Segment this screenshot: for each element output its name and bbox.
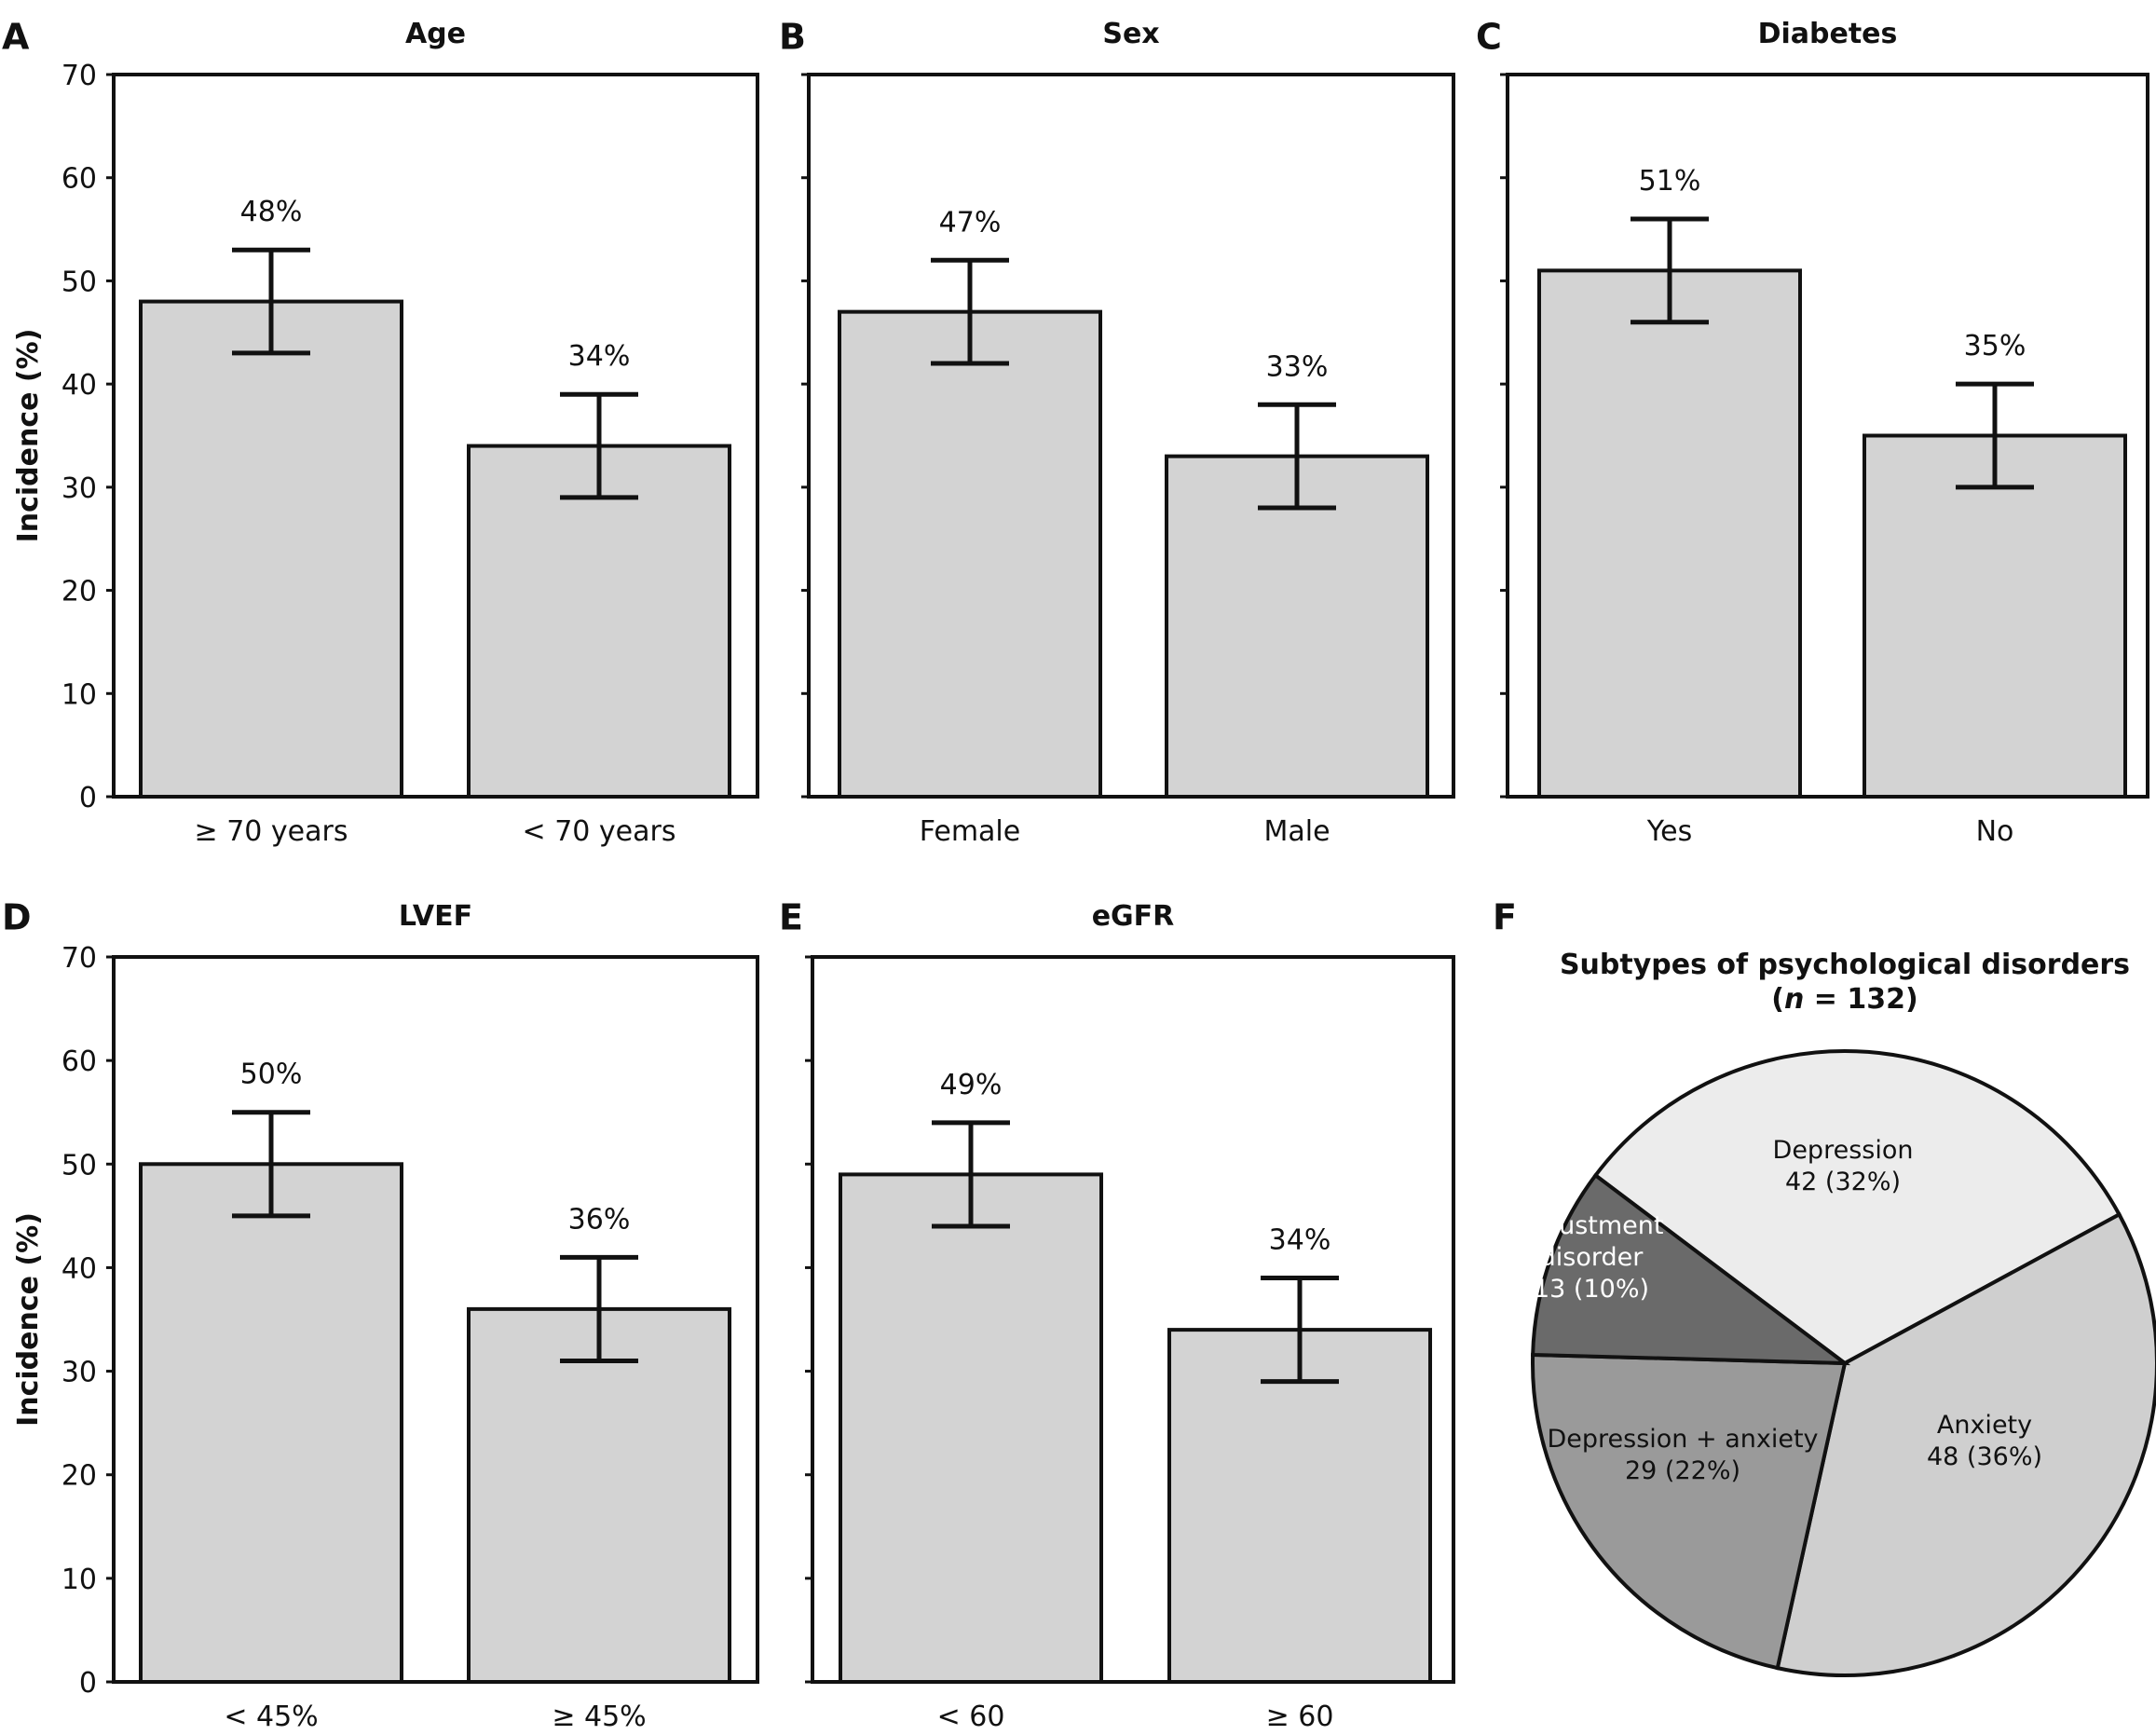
y-tick-label: 60 bbox=[61, 1045, 97, 1078]
category-label: < 70 years bbox=[523, 815, 676, 848]
pie-label: Anxiety bbox=[1937, 1411, 2032, 1440]
y-tick-label: 20 bbox=[61, 1460, 97, 1493]
pie-label: Depression + anxiety bbox=[1547, 1425, 1818, 1454]
panel-letter: B bbox=[779, 17, 806, 58]
chart-title: Age bbox=[405, 18, 466, 50]
bar bbox=[467, 1306, 731, 1685]
pie-label: 48 (36%) bbox=[1927, 1442, 2042, 1471]
panel-letter: C bbox=[1476, 17, 1502, 58]
plot-frame bbox=[807, 73, 1455, 799]
pie-slice bbox=[1531, 1172, 1851, 1366]
category-label: ≥ 60 bbox=[1266, 1701, 1334, 1733]
panel-letter: F bbox=[1493, 897, 1517, 938]
category-label: Yes bbox=[1646, 815, 1692, 848]
subtitle-open: ( bbox=[1771, 983, 1784, 1016]
y-tick-label: 20 bbox=[61, 576, 97, 608]
bar bbox=[1863, 433, 2127, 799]
y-axis-label: Incidence (%) bbox=[12, 1212, 45, 1427]
data-label: 49% bbox=[940, 1069, 1003, 1101]
plot-frame bbox=[1506, 73, 2149, 799]
category-label: < 45% bbox=[224, 1701, 318, 1733]
chart-title: Subtypes of psychological disorders bbox=[1560, 949, 2130, 981]
pie-label: 13 (10%) bbox=[1534, 1275, 1649, 1304]
pie-label: disorder bbox=[1540, 1243, 1644, 1272]
bar bbox=[1537, 268, 1802, 799]
y-tick-label: 0 bbox=[79, 1667, 97, 1700]
data-label: 48% bbox=[240, 196, 303, 228]
bar bbox=[139, 299, 403, 799]
pie-slice bbox=[1531, 1352, 1848, 1671]
data-label: 34% bbox=[1269, 1224, 1331, 1257]
chart-title: Sex bbox=[1102, 18, 1159, 50]
chart-subtitle: (n = 132) bbox=[1771, 983, 1917, 1016]
data-label: 33% bbox=[1266, 350, 1329, 383]
pie-slice bbox=[1775, 1211, 2156, 1677]
data-label: 47% bbox=[939, 206, 1002, 239]
panel-letter: E bbox=[779, 897, 803, 938]
bar bbox=[139, 1162, 403, 1685]
data-label: 51% bbox=[1639, 165, 1701, 198]
y-tick-label: 70 bbox=[61, 942, 97, 975]
data-label: 35% bbox=[1964, 330, 2026, 362]
category-label: Female bbox=[920, 815, 1020, 848]
chart-title: LVEF bbox=[399, 900, 472, 933]
category-label: ≥ 70 years bbox=[195, 815, 348, 848]
pie-label: 29 (22%) bbox=[1625, 1456, 1740, 1485]
y-axis-label: Incidence (%) bbox=[12, 329, 45, 543]
y-tick-label: 30 bbox=[61, 472, 97, 505]
bar bbox=[839, 1172, 1103, 1684]
bar bbox=[1167, 1328, 1432, 1684]
category-label: < 60 bbox=[937, 1701, 1005, 1733]
panel-letter: D bbox=[2, 897, 32, 938]
chart-title: Diabetes bbox=[1758, 18, 1898, 50]
bar bbox=[467, 444, 731, 799]
data-label: 50% bbox=[240, 1059, 303, 1091]
bar bbox=[1165, 454, 1429, 799]
subtitle-rest: = 132) bbox=[1804, 983, 1917, 1016]
subtitle-n: n bbox=[1784, 983, 1804, 1016]
bar bbox=[838, 309, 1102, 799]
y-tick-label: 10 bbox=[61, 1564, 97, 1596]
y-tick-label: 0 bbox=[79, 782, 97, 814]
y-tick-label: 50 bbox=[61, 266, 97, 298]
plot-frame bbox=[112, 955, 759, 1684]
category-label: ≥ 45% bbox=[552, 1701, 646, 1733]
y-tick-label: 40 bbox=[61, 369, 97, 402]
category-label: No bbox=[1976, 815, 2014, 848]
data-label: 36% bbox=[568, 1203, 631, 1236]
data-label: 34% bbox=[568, 340, 631, 373]
pie-label: 42 (32%) bbox=[1785, 1168, 1901, 1196]
y-tick-label: 50 bbox=[61, 1149, 97, 1182]
panel-letter: A bbox=[2, 17, 30, 58]
pie-label: Adjustment bbox=[1519, 1211, 1663, 1240]
y-tick-label: 40 bbox=[61, 1252, 97, 1285]
plot-frame bbox=[811, 955, 1455, 1684]
chart-title: eGFR bbox=[1092, 900, 1175, 933]
y-tick-label: 30 bbox=[61, 1357, 97, 1389]
y-tick-label: 70 bbox=[61, 60, 97, 92]
pie-label: Depression bbox=[1773, 1136, 1914, 1165]
y-tick-label: 10 bbox=[61, 678, 97, 711]
y-tick-label: 60 bbox=[61, 163, 97, 196]
category-label: Male bbox=[1263, 815, 1330, 848]
plot-frame bbox=[112, 73, 759, 799]
